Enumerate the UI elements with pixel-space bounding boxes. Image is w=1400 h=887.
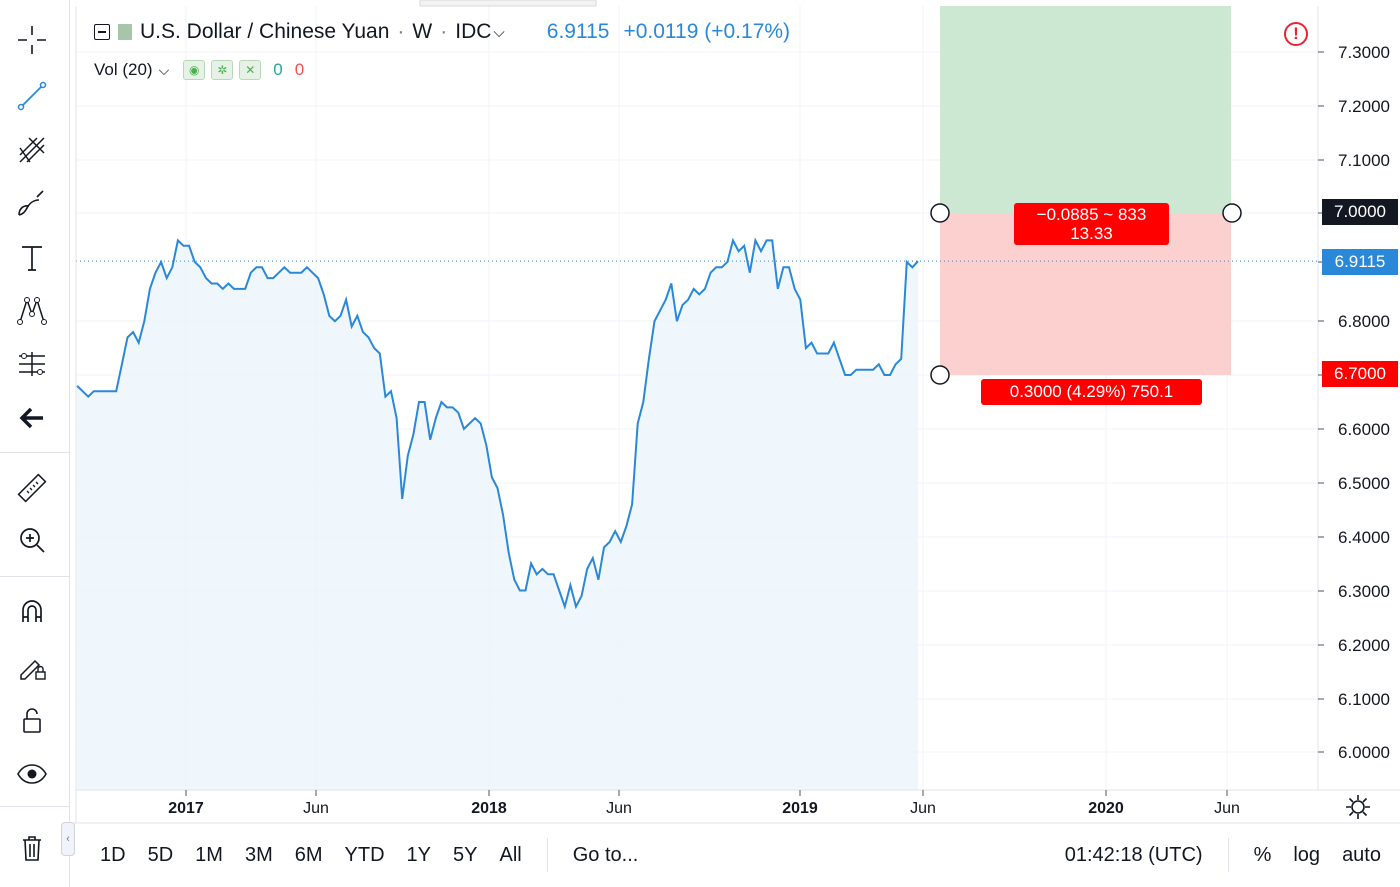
percent-toggle[interactable]: %	[1253, 843, 1272, 866]
profit-zone	[940, 6, 1231, 213]
price-tick-label: 6.4000	[1338, 528, 1390, 547]
text-icon[interactable]	[8, 236, 56, 280]
range-button[interactable]: 5D	[147, 843, 174, 866]
volume-label[interactable]: Vol (20)	[94, 60, 153, 79]
trend-line-icon[interactable]	[8, 74, 56, 118]
trash-icon[interactable]	[8, 826, 56, 870]
price-tick-label: 6.0000	[1338, 743, 1390, 762]
price-tick-label: 6.6000	[1338, 420, 1390, 439]
stop-handle[interactable]	[930, 365, 950, 385]
range-button[interactable]: 3M	[244, 843, 273, 866]
price-tick-label: 6.5000	[1338, 474, 1390, 493]
collapse-legend-icon[interactable]	[94, 24, 110, 40]
time-tick-label: Jun	[606, 800, 632, 817]
symbol-interval[interactable]: W	[412, 20, 433, 43]
volume-legend: Vol (20) ⌵ ◉ ✲ ✕ 0 0	[94, 60, 304, 80]
magnet-icon[interactable]	[8, 590, 56, 634]
time-axis: 2017 Jun 2018 Jun 2019 Jun 2020 Jun	[168, 790, 1240, 817]
price-tick-label: 7.1000	[1338, 151, 1390, 170]
volume-value-up: 0	[273, 60, 283, 79]
price-tick-label: 7.3000	[1338, 43, 1390, 62]
chevron-down-icon[interactable]: ⌵	[493, 23, 505, 41]
target-label-1: −0.0885 ~ 833	[1036, 205, 1147, 224]
range-button[interactable]: 5Y	[453, 843, 478, 866]
price-tick-label: 6.1000	[1338, 690, 1390, 709]
settings-gear-icon[interactable]: ✲	[211, 60, 234, 80]
time-tick-label: 2020	[1088, 800, 1124, 817]
fib-icon[interactable]	[8, 128, 56, 172]
time-tick-label: Jun	[303, 800, 329, 817]
crosshair-icon[interactable]	[8, 18, 56, 62]
pattern-icon[interactable]	[8, 288, 56, 332]
price-tick-label: 6.8000	[1338, 312, 1390, 331]
price-axis: 7.30007.20007.10007.00006.91156.80006.70…	[1318, 43, 1390, 762]
stop-price-tag: 6.7000	[1322, 361, 1398, 387]
chevron-down-icon[interactable]: ⌵	[158, 61, 170, 78]
target-label-2: 13.33	[1070, 224, 1113, 243]
bottom-toolbar: 1D 5D 1M 3M 6M YTD 1Y 5Y All Go to... 01:42:18 (…	[74, 823, 1400, 887]
zoom-in-icon[interactable]	[8, 518, 56, 562]
range-button[interactable]: 6M	[294, 843, 323, 866]
time-tick-label: 2019	[782, 800, 818, 817]
forecast-icon[interactable]	[8, 342, 56, 386]
utc-clock[interactable]: 01:42:18 (UTC)	[1064, 843, 1203, 866]
auto-toggle[interactable]: auto	[1342, 843, 1381, 866]
range-button[interactable]: All	[499, 843, 522, 866]
collapse-toolbar-button[interactable]: ‹	[61, 822, 75, 856]
symbol-legend: U.S. Dollar / Chinese Yuan · W · IDC ⌵ 6…	[94, 20, 790, 44]
entry-left-handle[interactable]	[930, 203, 950, 223]
time-tick-label: 2017	[168, 800, 204, 817]
entry-price-tag: 7.0000	[1322, 199, 1398, 225]
lock-drawing-icon[interactable]	[8, 644, 56, 688]
settings-gear-icon[interactable]	[1344, 793, 1372, 821]
unlock-icon[interactable]	[8, 698, 56, 742]
range-button[interactable]: YTD	[344, 843, 385, 866]
last-price-tag: 6.9115	[1322, 249, 1398, 275]
warning-icon[interactable]: !	[1284, 22, 1308, 46]
brush-icon[interactable]	[8, 182, 56, 226]
eye-icon[interactable]	[8, 752, 56, 796]
range-button[interactable]: 1M	[195, 843, 223, 866]
back-arrow-icon[interactable]	[8, 396, 56, 440]
log-toggle[interactable]: log	[1293, 843, 1321, 866]
volume-value-down: 0	[294, 60, 305, 79]
close-icon[interactable]: ✕	[239, 60, 262, 80]
range-buttons: 1D 5D 1M 3M 6M YTD 1Y 5Y All	[89, 844, 533, 867]
eye-toggle-icon[interactable]: ◉	[183, 60, 206, 80]
drawing-toolbar	[0, 0, 70, 887]
entry-right-handle[interactable]	[1222, 203, 1242, 223]
time-tick-label: Jun	[1214, 800, 1240, 817]
symbol-exchange[interactable]: IDC	[455, 20, 492, 43]
goto-button[interactable]: Go to...	[572, 843, 639, 866]
range-button[interactable]: 1Y	[406, 843, 432, 866]
time-tick-label: Jun	[910, 800, 936, 817]
symbol-logo-icon	[118, 24, 132, 40]
price-tick-label: 6.3000	[1338, 582, 1390, 601]
price-tick-label: 6.2000	[1338, 636, 1390, 655]
range-button[interactable]: 1D	[100, 843, 126, 866]
symbol-title[interactable]: U.S. Dollar / Chinese Yuan	[140, 20, 390, 43]
last-price: 6.9115	[546, 20, 610, 43]
top-handle[interactable]	[419, 0, 597, 7]
stop-badge: 0.3000 (4.29%) 750.1	[981, 379, 1202, 405]
price-line	[76, 237, 919, 611]
price-change: +0.0119 (+0.17%)	[623, 20, 791, 43]
ruler-icon[interactable]	[8, 466, 56, 510]
time-tick-label: 2018	[471, 800, 507, 817]
price-tick-label: 7.2000	[1338, 97, 1390, 116]
target-badge: −0.0885 ~ 833 13.33	[1014, 203, 1169, 245]
price-area	[77, 240, 918, 790]
